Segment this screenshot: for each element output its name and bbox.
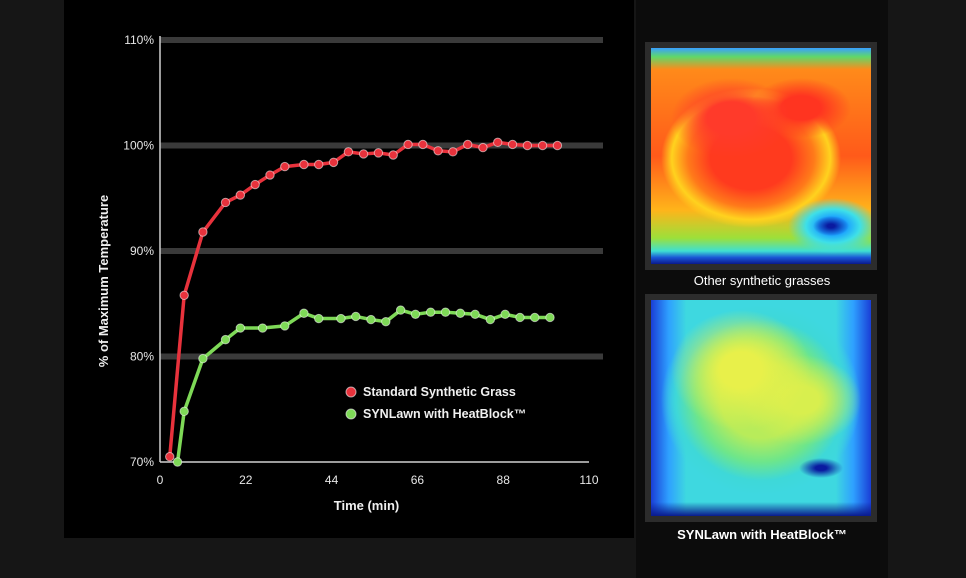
data-point	[410, 309, 421, 319]
data-point	[280, 321, 290, 331]
y-tick-label: 100%	[123, 139, 154, 153]
data-point	[448, 147, 458, 157]
legend-label: SYNLawn with HeatBlock™	[363, 407, 526, 421]
data-point	[463, 139, 473, 150]
y-tick-label: 80%	[130, 350, 154, 364]
data-point	[265, 170, 275, 180]
data-point	[425, 307, 436, 317]
data-point	[328, 157, 339, 168]
x-tick-label: 22	[239, 473, 253, 487]
thermal-image-heatblock	[651, 300, 871, 516]
data-point	[336, 313, 346, 324]
legend-marker	[345, 408, 357, 420]
data-point	[381, 316, 391, 327]
y-axis-label: % of Maximum Temperature	[96, 195, 111, 367]
data-point	[522, 140, 533, 151]
data-point	[165, 452, 175, 462]
temperature-chart: 70% 80% 90% 100% 110% 0 22 44 66 88 110 Time (min)%…	[96, 33, 603, 513]
data-point	[299, 159, 309, 170]
data-point	[470, 309, 480, 319]
series-1	[172, 305, 555, 467]
series-0	[165, 137, 563, 462]
chart-panel: 70% 80% 90% 100% 110% 0 22 44 66 88 110 Time (min)%…	[64, 0, 634, 538]
data-point	[478, 142, 488, 153]
x-tick-label: 0	[157, 473, 164, 487]
thermal-comparison-panel: Other synthetic grasses SYNLawn with Hea…	[636, 0, 888, 578]
data-point	[388, 150, 398, 160]
data-point	[179, 406, 189, 417]
data-point	[418, 139, 428, 150]
data-point	[198, 227, 208, 237]
data-point	[455, 308, 465, 318]
data-point	[220, 334, 231, 345]
y-tick-label: 90%	[130, 244, 154, 258]
data-point	[250, 179, 260, 190]
data-point	[537, 140, 548, 151]
data-point	[552, 140, 563, 151]
data-point	[373, 148, 384, 158]
data-point	[198, 353, 208, 364]
data-point	[433, 146, 443, 156]
data-point	[403, 139, 413, 150]
data-point	[366, 314, 376, 325]
x-tick-label: 66	[411, 473, 425, 487]
thermal-image-frame-heatblock	[645, 294, 877, 522]
data-point	[395, 305, 406, 315]
data-point	[314, 313, 324, 324]
data-point	[179, 290, 189, 301]
data-point	[280, 161, 290, 172]
data-point	[351, 311, 361, 322]
data-point	[172, 457, 183, 467]
thermal-image-frame-other	[645, 42, 877, 270]
data-point	[515, 312, 525, 323]
data-point	[485, 314, 496, 325]
data-point	[343, 147, 354, 157]
x-axis-label: Time (min)	[334, 498, 400, 513]
legend-marker	[345, 386, 357, 398]
caption-heatblock: SYNLawn with HeatBlock™	[677, 527, 847, 542]
data-point	[257, 323, 268, 333]
x-tick-label: 88	[497, 473, 511, 487]
y-tick-label: 70%	[130, 455, 154, 469]
data-point	[299, 308, 309, 318]
data-point	[507, 139, 518, 150]
thermal-image-other-grass	[651, 48, 871, 264]
data-point	[358, 149, 369, 159]
data-point	[493, 137, 503, 148]
data-point	[314, 159, 324, 170]
data-point	[220, 197, 231, 208]
data-point	[500, 309, 510, 319]
x-tick-label: 110	[579, 473, 598, 487]
data-point	[440, 307, 451, 317]
data-point	[235, 323, 246, 333]
legend-label: Standard Synthetic Grass	[363, 385, 516, 399]
data-point	[545, 312, 555, 323]
x-tick-label: 44	[325, 473, 339, 487]
data-point	[530, 312, 540, 323]
caption-other-grass: Other synthetic grasses	[693, 273, 831, 288]
y-tick-label: 110%	[124, 33, 154, 47]
data-point	[235, 190, 246, 200]
